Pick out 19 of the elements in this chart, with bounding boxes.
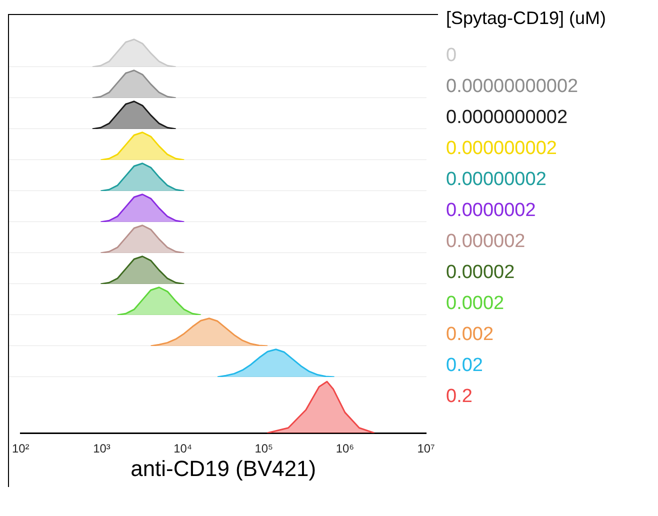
text: 0.00002 xyxy=(446,262,515,284)
x-tick-label: 10⁷ xyxy=(417,442,435,456)
legend-title: [Spytag-CD19] (uM) xyxy=(446,8,606,29)
text: 0.0002 xyxy=(446,293,504,315)
text: 0.002 xyxy=(446,324,494,346)
text: 0.0000002 xyxy=(446,200,536,222)
text: 0.000000002 xyxy=(446,138,557,160)
x-axis-title: anti-CD19 (BV421) xyxy=(130,456,316,481)
text: 0.00000000002 xyxy=(446,76,578,98)
text: 0.0000000002 xyxy=(446,107,568,129)
x-tick-label: 10² xyxy=(12,442,30,456)
text: 0.02 xyxy=(446,355,483,377)
text: 0.000002 xyxy=(446,231,526,253)
text: 0.2 xyxy=(446,386,472,408)
text: 0.00000002 xyxy=(446,169,546,191)
x-tick-label: 10⁵ xyxy=(254,442,274,456)
x-tick-label: 10⁶ xyxy=(336,442,354,456)
x-tick-label: 10³ xyxy=(93,442,110,456)
x-tick-label: 10⁴ xyxy=(174,442,192,456)
